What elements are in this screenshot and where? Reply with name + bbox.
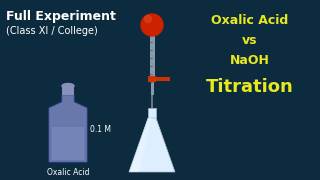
Polygon shape [129, 118, 152, 172]
Polygon shape [148, 108, 156, 118]
Ellipse shape [141, 14, 163, 36]
Ellipse shape [145, 15, 151, 22]
Bar [156, 77, 170, 81]
Text: Titration: Titration [206, 78, 294, 96]
Text: Oxalic Acid: Oxalic Acid [212, 14, 289, 27]
Text: 0.1 M: 0.1 M [90, 125, 111, 134]
Bar [151, 95, 153, 108]
Text: (Class XI / College): (Class XI / College) [6, 26, 98, 36]
Polygon shape [49, 95, 87, 162]
Text: vs: vs [242, 34, 258, 47]
Polygon shape [62, 86, 74, 95]
Text: Oxalic Acid: Oxalic Acid [47, 168, 89, 177]
Ellipse shape [62, 84, 74, 89]
Polygon shape [52, 127, 84, 160]
Text: NaOH: NaOH [230, 54, 270, 67]
Polygon shape [129, 118, 175, 172]
Bar [150, 82, 154, 95]
Text: Full Experiment: Full Experiment [6, 10, 116, 23]
Bar [149, 36, 155, 76]
Bar [148, 76, 156, 82]
